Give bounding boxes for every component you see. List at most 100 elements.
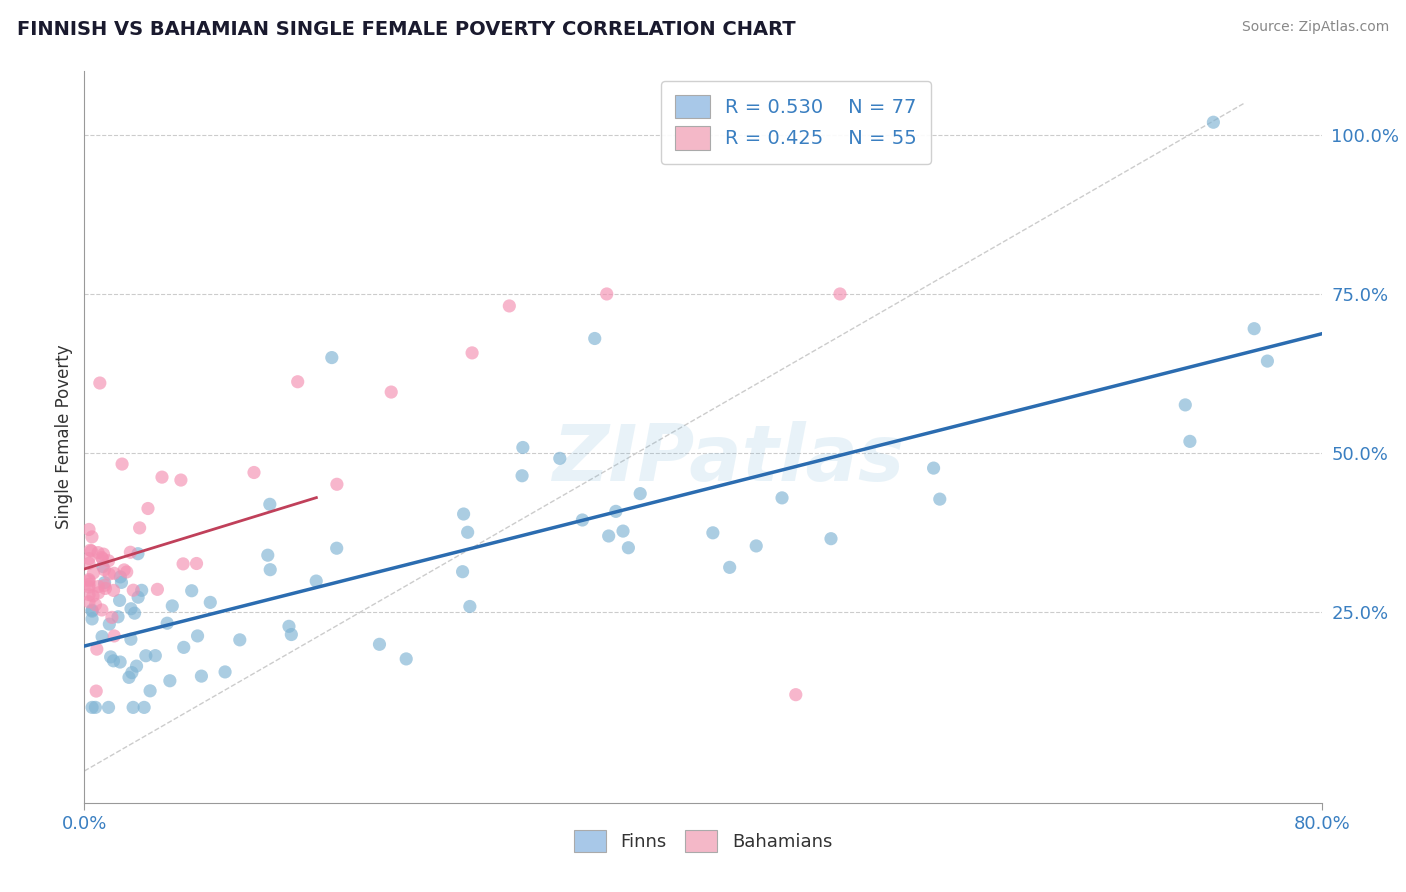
Point [457, 525, 479, 540]
Point [256, 548, 278, 562]
Point [229, 632, 252, 647]
Point [82, 612, 104, 626]
Point [628, 486, 651, 500]
Point [103, 629, 125, 643]
Point [91, 559, 114, 574]
Point [83, 566, 105, 580]
Point [77, 551, 100, 566]
Point [82, 603, 104, 617]
Point [120, 601, 142, 615]
Point [93, 578, 115, 592]
Point [93, 575, 115, 590]
Point [91, 551, 114, 566]
Point [287, 375, 309, 389]
Point [90, 603, 112, 617]
Point [107, 609, 129, 624]
Point [136, 501, 159, 516]
Point [128, 521, 150, 535]
Point [77, 573, 100, 587]
Point [820, 532, 842, 546]
Point [98, 567, 121, 582]
Point [108, 655, 131, 669]
Point [605, 504, 627, 518]
Point [1178, 434, 1201, 449]
Point [127, 591, 149, 605]
Y-axis label: Single Female Poverty: Single Female Poverty [55, 345, 73, 529]
Point [173, 640, 195, 655]
Point [461, 346, 484, 360]
Point [828, 287, 851, 301]
Point [77, 580, 100, 594]
Point [86, 642, 108, 657]
Point [200, 595, 222, 609]
Point [103, 654, 125, 668]
Point [156, 616, 179, 631]
Point [598, 529, 620, 543]
Point [326, 477, 349, 491]
Point [617, 541, 640, 555]
Point [321, 351, 343, 365]
Point [1243, 321, 1265, 335]
Point [82, 700, 104, 714]
Point [103, 566, 125, 581]
Point [77, 588, 100, 602]
Point [170, 473, 193, 487]
Point [110, 570, 132, 584]
Point [1202, 115, 1225, 129]
Point [101, 610, 124, 624]
Point [84, 598, 107, 612]
Point [124, 606, 146, 620]
Point [110, 575, 132, 590]
Point [150, 470, 173, 484]
Point [922, 461, 945, 475]
Point [77, 523, 100, 537]
Point [80, 530, 103, 544]
Point [159, 673, 181, 688]
Point [395, 652, 418, 666]
Point [745, 539, 768, 553]
Point [97, 554, 120, 568]
Point [84, 684, 107, 698]
Point [84, 700, 107, 714]
Point [94, 582, 117, 596]
Point [131, 583, 153, 598]
Point [93, 563, 115, 577]
Point [103, 583, 125, 598]
Point [108, 593, 131, 607]
Point [87, 580, 110, 594]
Point [368, 637, 391, 651]
Point [305, 574, 328, 588]
Point [120, 632, 142, 647]
Point [243, 466, 266, 480]
Point [77, 577, 100, 591]
Point [451, 565, 474, 579]
Point [115, 565, 138, 579]
Point [190, 669, 212, 683]
Point [214, 665, 236, 679]
Point [82, 604, 104, 618]
Point [498, 299, 520, 313]
Point [87, 586, 110, 600]
Point [120, 545, 142, 559]
Point [548, 451, 571, 466]
Point [93, 547, 115, 561]
Point [325, 541, 347, 556]
Point [87, 546, 110, 560]
Text: ZIPatlas: ZIPatlas [551, 421, 904, 497]
Point [121, 665, 143, 680]
Point [186, 557, 208, 571]
Point [90, 550, 112, 565]
Point [928, 492, 950, 507]
Point [785, 688, 807, 702]
Point [91, 630, 114, 644]
Point [111, 457, 134, 471]
Point [458, 599, 481, 614]
Point [112, 563, 135, 577]
Point [612, 524, 634, 538]
Point [512, 441, 534, 455]
Point [510, 468, 533, 483]
Legend: Finns, Bahamians: Finns, Bahamians [567, 823, 839, 860]
Point [89, 376, 111, 390]
Point [453, 507, 475, 521]
Point [259, 563, 281, 577]
